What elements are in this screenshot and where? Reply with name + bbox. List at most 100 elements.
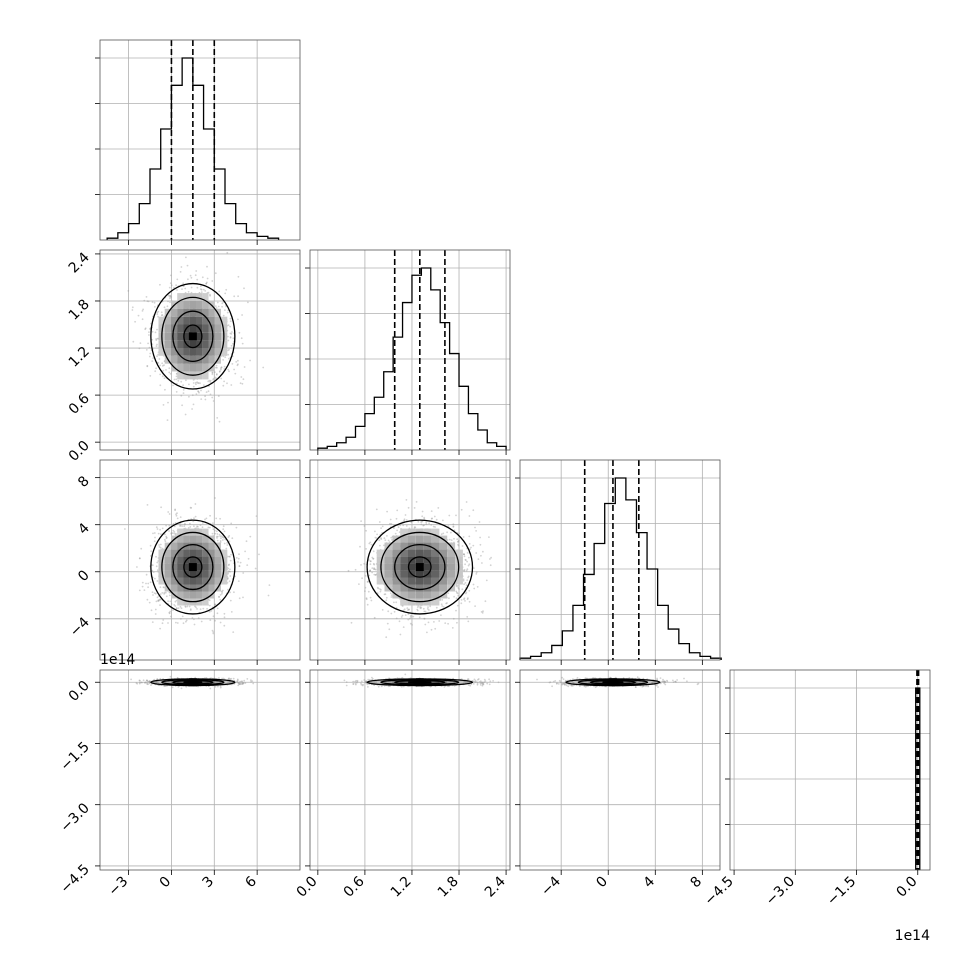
sample-point xyxy=(456,538,459,541)
density-cell xyxy=(221,577,228,585)
density-cell xyxy=(431,549,440,557)
sample-point xyxy=(223,380,226,383)
sample-point xyxy=(484,600,487,603)
sample-point xyxy=(146,365,149,367)
density-cell xyxy=(189,584,196,592)
density-cell xyxy=(177,549,184,557)
density-cell xyxy=(208,348,215,356)
sample-point xyxy=(158,599,160,602)
sample-point xyxy=(467,597,469,599)
sample-point xyxy=(190,276,193,279)
sample-point xyxy=(221,592,223,595)
density-cell xyxy=(171,332,178,341)
sample-point xyxy=(169,294,172,297)
density-cell xyxy=(177,348,184,356)
density-cell xyxy=(177,363,184,372)
density-cell xyxy=(177,542,184,550)
sample-point xyxy=(147,582,150,585)
density-cell xyxy=(177,308,184,317)
sample-point xyxy=(240,376,243,378)
panel-grid-r2-c2 xyxy=(520,460,720,660)
sample-point xyxy=(401,614,404,617)
sample-point xyxy=(163,306,166,309)
sample-point xyxy=(208,379,211,382)
y-tick-label: 0.6 xyxy=(66,391,93,418)
sample-point xyxy=(220,366,223,369)
sample-point xyxy=(218,420,221,423)
density-cell xyxy=(196,563,203,571)
density-cell xyxy=(376,577,385,585)
sample-point xyxy=(229,336,232,338)
sample-point xyxy=(190,286,193,289)
sample-point xyxy=(222,525,225,528)
density-cell xyxy=(447,570,456,578)
sample-point xyxy=(468,589,471,592)
sample-point xyxy=(468,535,471,538)
sample-point xyxy=(386,510,388,513)
density-cell xyxy=(392,549,401,557)
density-cell xyxy=(202,528,209,536)
sample-point xyxy=(457,543,459,546)
sample-point xyxy=(169,295,172,298)
sample-point xyxy=(138,347,141,350)
density-cell xyxy=(415,556,424,564)
sample-point xyxy=(209,293,211,296)
sample-point xyxy=(159,373,162,376)
sample-point xyxy=(199,382,201,385)
sample-point xyxy=(467,620,470,623)
sample-point xyxy=(479,536,481,539)
sample-point xyxy=(364,586,367,589)
sample-point xyxy=(216,366,218,369)
density-cell xyxy=(202,340,209,348)
sample-point xyxy=(216,607,219,610)
sample-point xyxy=(426,631,428,634)
sample-point xyxy=(227,571,229,574)
sample-point xyxy=(425,523,428,526)
sample-point xyxy=(373,568,375,571)
sample-point xyxy=(380,527,382,529)
sample-point xyxy=(475,571,478,574)
sample-point xyxy=(156,681,159,683)
sample-point xyxy=(463,555,466,558)
sample-point xyxy=(217,395,220,397)
sample-point xyxy=(390,536,393,539)
sample-point xyxy=(197,390,200,393)
sample-point xyxy=(229,591,232,594)
sample-point xyxy=(412,615,415,618)
density-cell xyxy=(196,301,203,309)
sample-point xyxy=(366,581,369,583)
sample-point xyxy=(227,353,230,356)
density-cell xyxy=(423,577,432,585)
density-cell xyxy=(177,598,184,606)
contour-level-2 xyxy=(380,531,460,603)
sample-point xyxy=(468,515,471,517)
sample-point xyxy=(212,615,215,618)
sample-point xyxy=(184,606,187,608)
sample-point xyxy=(383,593,386,596)
sample-point xyxy=(457,587,460,589)
density-cell xyxy=(177,577,184,585)
sample-point xyxy=(410,521,413,523)
density-cell xyxy=(164,340,171,348)
sample-point xyxy=(458,588,460,590)
sample-point xyxy=(163,377,166,380)
sample-point xyxy=(188,383,190,386)
sample-point xyxy=(219,535,222,538)
density-cell xyxy=(183,535,190,543)
sample-point xyxy=(433,621,435,623)
density-cell xyxy=(171,549,178,557)
density-cell xyxy=(202,316,209,325)
sample-point xyxy=(185,619,188,622)
sample-point xyxy=(218,533,221,536)
sample-point xyxy=(216,539,219,542)
sample-point xyxy=(175,382,178,385)
density-cell xyxy=(208,542,215,550)
sample-point xyxy=(172,609,174,611)
sample-point xyxy=(151,360,154,362)
sample-point xyxy=(472,567,475,569)
sample-point xyxy=(211,372,214,374)
sample-point xyxy=(365,597,368,600)
density-cell xyxy=(208,577,215,585)
sample-point xyxy=(226,311,229,314)
sample-point xyxy=(380,589,382,591)
